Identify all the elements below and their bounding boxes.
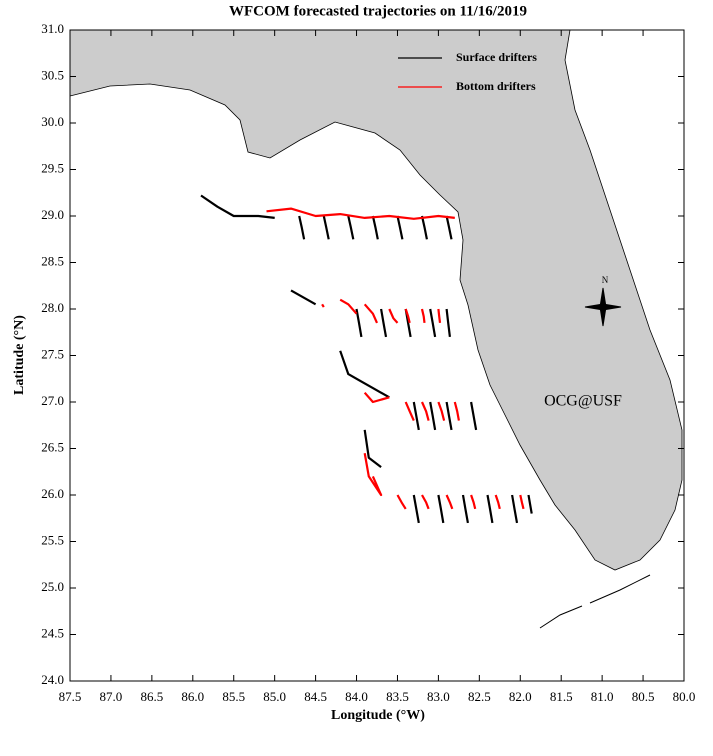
x-tick-label: 87.5 bbox=[59, 689, 82, 704]
legend-label: Surface drifters bbox=[456, 50, 537, 64]
y-tick-label: 26.0 bbox=[41, 486, 64, 501]
x-tick-label: 85.0 bbox=[263, 689, 286, 704]
y-tick-label: 30.0 bbox=[41, 114, 64, 129]
x-tick-label: 87.0 bbox=[100, 689, 123, 704]
x-tick-label: 81.5 bbox=[550, 689, 573, 704]
trajectory bbox=[266, 207, 525, 510]
x-tick-label: 83.5 bbox=[386, 689, 409, 704]
y-axis-label: Latitude (°N) bbox=[12, 315, 27, 395]
x-tick-label: 81.0 bbox=[591, 689, 614, 704]
y-tick-label: 31.0 bbox=[41, 21, 64, 36]
y-tick-label: 24.0 bbox=[41, 672, 64, 687]
land bbox=[69, 29, 683, 571]
x-tick-label: 86.0 bbox=[181, 689, 204, 704]
x-tick-label: 82.5 bbox=[468, 689, 491, 704]
legend-label: Bottom drifters bbox=[456, 79, 536, 93]
y-tick-label: 30.5 bbox=[41, 67, 64, 82]
y-tick-label: 27.0 bbox=[41, 393, 64, 408]
x-tick-label: 86.5 bbox=[140, 689, 163, 704]
trajectory bbox=[200, 194, 533, 524]
x-tick-label: 80.5 bbox=[632, 689, 655, 704]
florida-keys bbox=[539, 574, 651, 629]
compass bbox=[584, 287, 622, 327]
chart-title: WFCOM forecasted trajectories on 11/16/2… bbox=[229, 3, 527, 19]
y-tick-label: 25.0 bbox=[41, 579, 64, 594]
y-tick-label: 29.5 bbox=[41, 160, 64, 175]
annotation: OCG@USF bbox=[544, 393, 622, 410]
x-tick-label: 82.0 bbox=[509, 689, 532, 704]
compass-label: N bbox=[602, 275, 609, 285]
x-tick-label: 80.0 bbox=[673, 689, 696, 704]
x-tick-label: 83.0 bbox=[427, 689, 450, 704]
x-tick-label: 84.5 bbox=[304, 689, 327, 704]
x-tick-label: 85.5 bbox=[222, 689, 245, 704]
y-tick-label: 28.0 bbox=[41, 300, 64, 315]
y-tick-label: 28.5 bbox=[41, 253, 64, 268]
y-tick-label: 27.5 bbox=[41, 346, 64, 361]
x-axis-label: Longitude (°W) bbox=[331, 708, 425, 723]
y-tick-label: 26.5 bbox=[41, 439, 64, 454]
y-tick-label: 24.5 bbox=[41, 625, 64, 640]
x-tick-label: 84.0 bbox=[345, 689, 368, 704]
y-tick-label: 25.5 bbox=[41, 532, 64, 547]
y-tick-label: 29.0 bbox=[41, 207, 64, 222]
